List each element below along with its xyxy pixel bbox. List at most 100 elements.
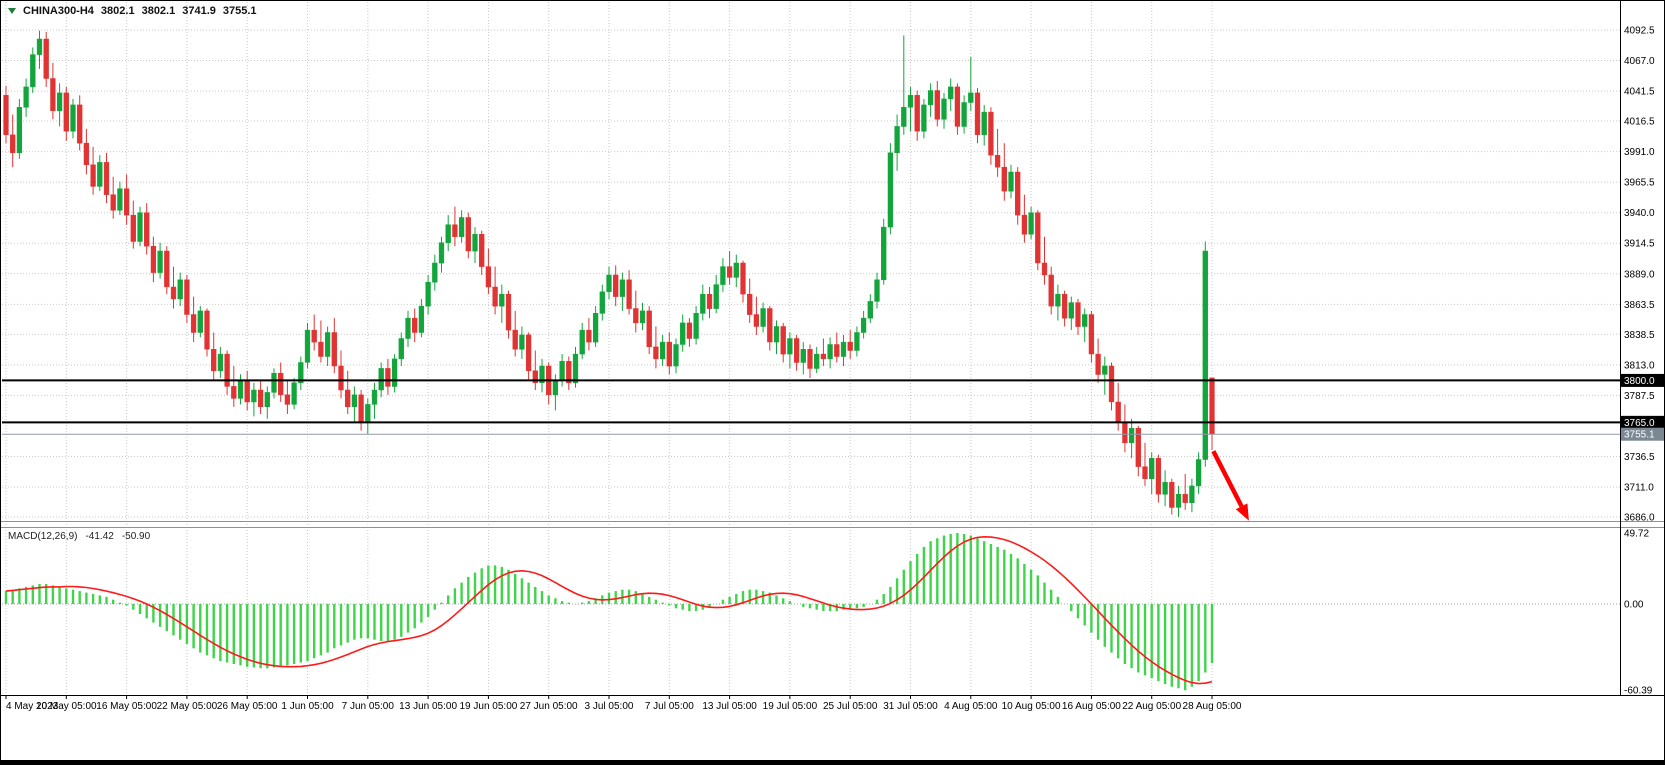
level-price-tag <box>1621 373 1664 387</box>
bear-candle <box>485 266 492 288</box>
bull-candle <box>157 250 163 273</box>
bull-candle <box>271 372 277 393</box>
bear-candle <box>164 250 170 288</box>
bull-candle <box>907 95 914 108</box>
time-tick-label: 13 Jun 05:00 <box>399 701 457 712</box>
bull-candle <box>56 92 63 112</box>
bull-candle <box>787 338 793 355</box>
bear-candle <box>318 341 324 357</box>
bull-candle <box>1149 458 1155 479</box>
bull-candle <box>251 389 257 403</box>
price-tick-label: 3940.0 <box>1624 208 1655 219</box>
bear-candle <box>820 353 827 360</box>
bear-candle <box>653 346 659 360</box>
bear-candle <box>211 349 217 372</box>
bull-candle <box>867 301 873 319</box>
bear-candle <box>847 341 853 351</box>
bear-candle <box>110 194 116 211</box>
bear-candle <box>452 224 458 237</box>
bear-candle <box>123 188 130 216</box>
bear-candle <box>1061 293 1068 319</box>
bear-candle <box>525 334 532 372</box>
bull-candle <box>1028 212 1034 235</box>
bull-candle <box>552 380 559 396</box>
bull-candle <box>1082 314 1088 327</box>
bear-candle <box>224 353 230 387</box>
bear-candle <box>1209 377 1215 435</box>
bear-candle <box>793 338 800 363</box>
bear-candle <box>77 104 83 144</box>
candlesticks <box>3 30 1215 517</box>
time-tick-label: 22 Aug 05:00 <box>1122 701 1181 712</box>
bull-candle <box>371 389 378 405</box>
bear-candle <box>1041 262 1048 276</box>
time-tick-label: 4 Aug 05:00 <box>944 701 998 712</box>
ohlc-high: 3802.1 <box>141 5 176 17</box>
bear-candle <box>1142 466 1148 479</box>
bear-candle <box>1122 422 1128 444</box>
bear-candle <box>753 314 760 327</box>
bull-candle <box>398 338 404 360</box>
bear-candle <box>994 154 1001 168</box>
bull-candle <box>961 102 967 127</box>
bear-candle <box>244 380 250 403</box>
price-tick-label: 3736.5 <box>1624 452 1655 463</box>
bear-candle <box>90 164 96 187</box>
bear-candle <box>50 78 56 112</box>
down-arrow-annotation <box>1211 450 1249 521</box>
bear-candle <box>184 279 190 315</box>
bull-candle <box>378 368 384 391</box>
price-tick-label: 4092.5 <box>1624 26 1655 37</box>
bear-candle <box>338 365 344 391</box>
bear-candle <box>740 262 746 295</box>
bull-candle <box>874 279 880 302</box>
bear-candle <box>284 394 291 405</box>
time-tick-label: 7 Jun 05:00 <box>342 701 395 712</box>
price-tick-label: 3889.0 <box>1624 269 1655 280</box>
bull-candle <box>499 293 505 307</box>
bull-candle <box>445 224 451 243</box>
bear-candle <box>278 372 284 396</box>
time-tick-label: 10 Aug 05:00 <box>1002 701 1061 712</box>
bear-candle <box>130 214 136 242</box>
bear-candle <box>311 329 317 343</box>
bull-candle <box>23 86 29 108</box>
bull-candle <box>881 226 887 281</box>
bear-candle <box>412 317 418 333</box>
bull-candle <box>814 353 820 369</box>
bear-candle <box>1155 458 1162 495</box>
bull-candle <box>405 317 411 339</box>
current-price-tag-label: 3755.1 <box>1624 430 1655 441</box>
bear-candle <box>479 234 485 267</box>
time-tick-label: 19 Jun 05:00 <box>459 701 517 712</box>
macd-indicator-label: MACD(12,26,9) -41.42 -50.90 <box>8 531 150 542</box>
bull-candle <box>1102 365 1108 375</box>
price-tick-label: 3813.0 <box>1624 360 1655 371</box>
bear-candle <box>686 322 693 339</box>
bull-candle <box>559 361 565 381</box>
macd-signal-line <box>5 535 1213 685</box>
bear-candle <box>204 310 210 350</box>
bull-candle <box>298 362 304 384</box>
level-lines <box>2 379 1620 435</box>
bear-candle <box>626 279 632 309</box>
current-price-tag <box>1621 427 1664 441</box>
bear-candle <box>358 394 364 423</box>
bull-candle <box>1195 459 1202 487</box>
price-axis-labels: 4092.5 4067.0 4041.5 4016.5 3991.0 3965.5 3940… <box>1621 26 1664 697</box>
bull-candle <box>619 279 626 297</box>
bear-candle <box>385 368 391 387</box>
price-tick-label: 3991.0 <box>1624 147 1655 158</box>
bear-candle <box>3 95 9 136</box>
arrow-shaft <box>1211 450 1244 508</box>
bull-candle <box>418 305 425 333</box>
bear-candle <box>988 111 994 156</box>
bear-candle <box>257 389 264 408</box>
bull-candle <box>673 344 679 367</box>
bull-candle <box>800 349 806 363</box>
bear-candle <box>83 142 90 166</box>
bull-candle <box>1162 482 1168 495</box>
bear-candle <box>1095 353 1101 375</box>
